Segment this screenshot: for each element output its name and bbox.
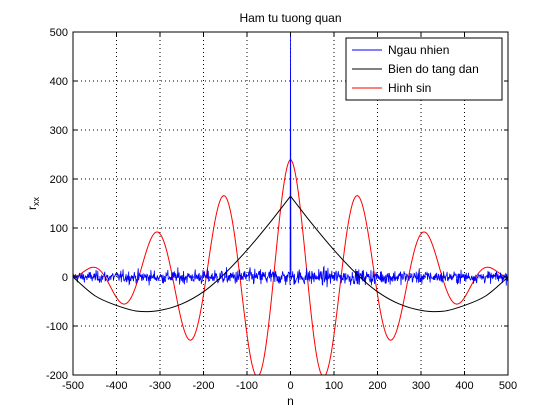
legend-entry-sine: Hinh sin — [388, 81, 431, 95]
x-tick-label: 0 — [287, 380, 293, 392]
chart-title: Ham tu tuong quan — [239, 11, 341, 25]
grid-lines — [73, 32, 508, 375]
y-tick-label: -200 — [46, 370, 68, 382]
x-tick-label: 200 — [368, 380, 386, 392]
legend: Ngau nhien Bien do tang dan Hinh sin — [345, 37, 503, 101]
axis-ticks: -500 -400 -300 -200 -100 0 100 200 300 400 500 -200… — [46, 27, 517, 392]
y-tick-label: 100 — [50, 223, 68, 235]
legend-box — [345, 37, 503, 101]
y-axis-label: rxx — [25, 197, 41, 211]
x-tick-label: -100 — [236, 380, 258, 392]
y-tick-label: 0 — [62, 272, 68, 284]
series-increasing-amplitude — [73, 195, 508, 313]
series-random — [73, 32, 508, 288]
x-tick-label: 100 — [325, 380, 343, 392]
y-axis-label-text: rxx — [25, 197, 41, 211]
x-tick-label: -300 — [149, 380, 171, 392]
legend-entry-random: Ngau nhien — [388, 43, 449, 57]
x-axis-label: n — [287, 394, 294, 408]
y-tick-label: 200 — [50, 174, 68, 186]
series-layer — [73, 32, 508, 375]
y-tick-label: 400 — [50, 76, 68, 88]
x-tick-label: -200 — [192, 380, 214, 392]
x-tick-label: -500 — [62, 380, 84, 392]
x-tick-label: -400 — [105, 380, 127, 392]
x-tick-label: 300 — [412, 380, 430, 392]
y-tick-label: 500 — [50, 27, 68, 39]
y-axis-label-main: r — [25, 206, 39, 210]
y-tick-label: -100 — [46, 321, 68, 333]
x-tick-label: 400 — [455, 380, 473, 392]
y-tick-label: 300 — [50, 125, 68, 137]
x-tick-label: 500 — [499, 380, 517, 392]
legend-entry-increasing-amplitude: Bien do tang dan — [388, 62, 479, 76]
y-axis-label-subscript: xx — [31, 197, 41, 207]
